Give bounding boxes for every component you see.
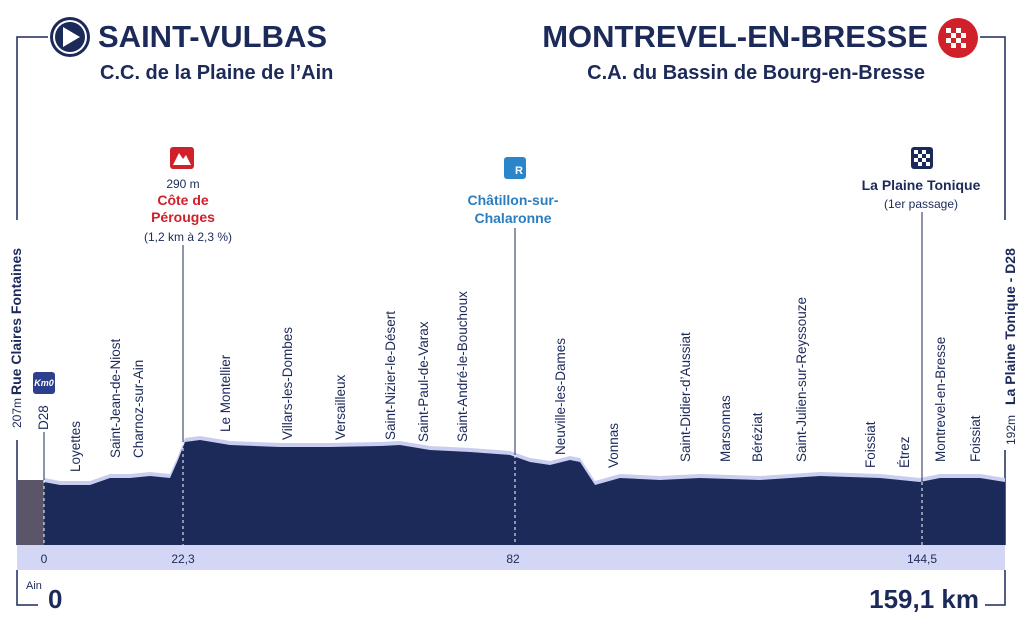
place-name: Vonnas [606, 423, 621, 468]
place-name: Béréziat [750, 412, 765, 462]
km-label: 144,5 [907, 552, 937, 566]
place-name: Saint-Julien-sur-Reyssouze [794, 297, 809, 462]
finish-pass-note: (1er passage) [884, 197, 958, 211]
pre-start [17, 480, 44, 545]
place-name: Saint-Jean-de-Niost [108, 338, 123, 458]
place-name: Marsonnas [718, 395, 733, 462]
place-name: Versailleux [333, 374, 348, 440]
department: Ain [26, 580, 42, 592]
start-km: 0 [48, 584, 62, 614]
sprint-name: Châtillon-sur- [468, 192, 559, 208]
svg-text:R: R [515, 165, 523, 177]
place-name: Foissiat [968, 415, 983, 462]
place-name: Saint-Nizier-le-Désert [383, 311, 398, 440]
place-name: Montrevel-en-Bresse [933, 337, 948, 462]
finish-distance: 159,1 km [869, 584, 979, 614]
finish-icon [938, 18, 978, 58]
climb-name: Pérouges [151, 209, 215, 225]
place-name: Villars-les-Dombes [280, 327, 295, 440]
place-name: Le Montellier [218, 354, 233, 432]
start-road: D28 [36, 405, 51, 430]
finish-altitude: 192m [1004, 415, 1018, 445]
climb-altitude: 290 m [166, 177, 199, 191]
start-town: SAINT-VULBAS [98, 19, 327, 54]
place-name: Saint-André-le-Bouchoux [455, 291, 470, 442]
start-altitude: 207m [10, 398, 24, 428]
finish-pass-name: La Plaine Tonique [862, 177, 981, 193]
place-name: Saint-Didier-d’Aussiat [678, 332, 693, 462]
km-label: 22,3 [171, 552, 195, 566]
km-band [17, 545, 1005, 570]
profile [44, 440, 1005, 545]
finish-street: La Plaine Tonique - D28 [1002, 248, 1018, 405]
km0-text: Km0 [34, 378, 54, 388]
place-name: Saint-Paul-de-Varax [416, 321, 431, 442]
marker-lines [43, 212, 923, 545]
km-label: 82 [506, 552, 520, 566]
place-name: Foissiat [863, 421, 878, 468]
place-name: Loyettes [68, 421, 83, 472]
finish-community: C.A. du Bassin de Bourg-en-Bresse [587, 62, 925, 84]
place-name: Étrez [897, 436, 912, 468]
place-name: Charnoz-sur-Ain [131, 360, 146, 458]
climb-name: Côte de [157, 192, 209, 208]
places: Loyettes Saint-Jean-de-Niost Charnoz-sur-A… [68, 291, 983, 472]
place-name: Neuville-les-Dames [553, 338, 568, 455]
sprint-icon [504, 157, 526, 179]
finish-town: MONTREVEL-EN-BRESSE [542, 19, 928, 54]
sprint-name: Chalaronne [474, 210, 551, 226]
start-community: C.C. de la Plaine de l’Ain [100, 62, 333, 84]
km0-badge [33, 372, 55, 394]
start-street: Rue Claires Fontaines [8, 248, 24, 395]
km-label: 0 [41, 552, 48, 566]
climb-details: (1,2 km à 2,3 %) [144, 230, 232, 244]
